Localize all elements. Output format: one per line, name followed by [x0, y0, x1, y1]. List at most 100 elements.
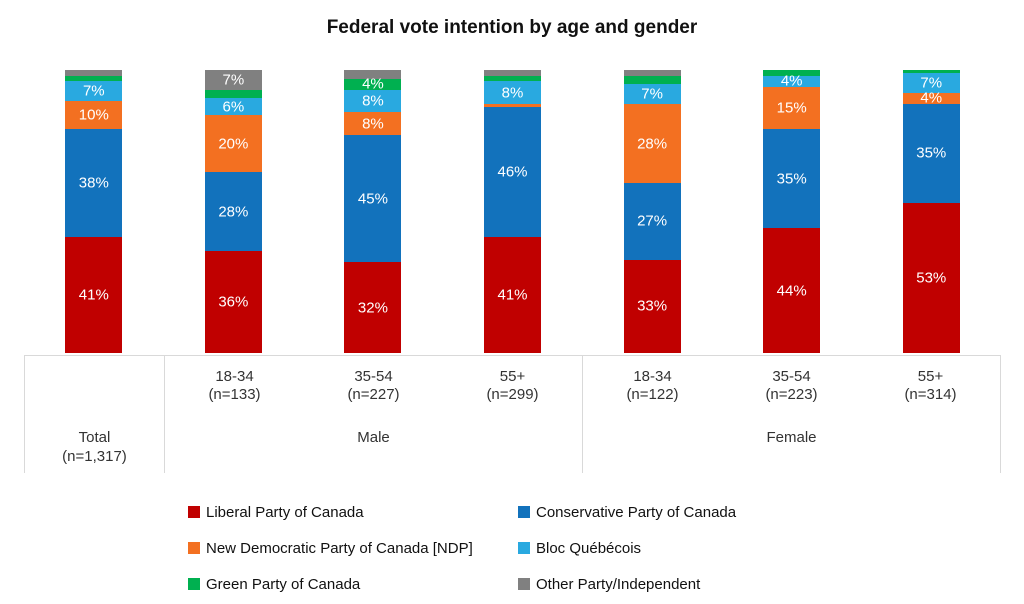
age-range-text: 35-54: [772, 368, 811, 385]
data-label: 35%: [916, 144, 947, 162]
data-label: 8%: [362, 92, 384, 110]
data-label: 6%: [222, 98, 245, 116]
bar-column: 53% 35% 4% 7%: [861, 70, 1001, 353]
stacked-bar: 32% 45% 8% 8% 4%: [344, 70, 402, 353]
bar-segment: [65, 70, 123, 76]
legend-item: Bloc Québécois: [518, 540, 736, 557]
legend-item: Liberal Party of Canada: [188, 504, 518, 521]
data-label: 4%: [780, 72, 803, 90]
plot-area: 41% 38% 10% 7% 36% 28% 20% 6% 7% 32% 45% 8% 8% 4% 41% 4…: [24, 70, 1001, 353]
bar-segment: 8%: [344, 89, 402, 113]
bar-segment: 44%: [763, 228, 821, 353]
legend-color-swatch: [518, 578, 530, 590]
data-label: 38%: [78, 174, 109, 192]
bar-segment: [623, 75, 681, 85]
sample-size-text: (n=314): [904, 386, 957, 403]
group-label-line: Male: [357, 429, 390, 446]
legend-label: Bloc Québécois: [536, 539, 642, 557]
bar-column: 33% 27% 28% 7%: [582, 70, 722, 353]
data-label: 28%: [637, 135, 668, 153]
data-label: 27%: [637, 212, 668, 230]
data-label: 8%: [501, 84, 524, 102]
age-range-text: 18-34: [633, 368, 672, 385]
bar-segment: [204, 89, 262, 99]
data-label: 4%: [362, 75, 384, 93]
age-tick-label: 55+ (n=299): [443, 368, 582, 404]
legend: Liberal Party of Canada Conservative Part…: [188, 494, 736, 602]
bar-segment: 41%: [484, 236, 542, 353]
bar-segment: [484, 103, 542, 107]
legend-item: New Democratic Party of Canada [NDP]: [188, 540, 518, 557]
bar-segment: 4%: [344, 77, 402, 92]
bar-segment: 7%: [65, 81, 123, 102]
bar-segment: 28%: [204, 171, 262, 252]
bar-segment: 32%: [344, 262, 402, 353]
age-tick-label: 35-54 (n=227): [304, 368, 443, 404]
axis-group: 18-34 (n=122) 35-54 (n=223) 55+ (n=314) Female: [583, 356, 1001, 473]
data-label: 7%: [920, 74, 943, 92]
data-label: 45%: [357, 190, 388, 208]
legend-color-swatch: [188, 542, 200, 554]
age-label-row: 18-34 (n=122) 35-54 (n=223) 55+ (n=314): [583, 356, 1000, 404]
group-label-line: Female: [766, 429, 817, 446]
data-label: 46%: [497, 163, 528, 181]
bar-segment: 8%: [484, 81, 542, 104]
data-label: 28%: [218, 203, 249, 220]
bar-segment: 45%: [344, 135, 402, 263]
group-label-line: (n=1,317): [62, 448, 127, 465]
stacked-bar: 53% 35% 4% 7%: [902, 70, 960, 353]
data-label: 4%: [920, 89, 943, 107]
bar-segment: 7%: [204, 70, 262, 90]
legend-color-swatch: [518, 542, 530, 554]
data-label: 8%: [362, 115, 384, 133]
group-label-line: Total: [78, 429, 111, 446]
axis-group: Total (n=1,317): [25, 356, 165, 473]
data-label: 44%: [776, 282, 807, 300]
bar-column: 44% 35% 15% 4%: [722, 70, 862, 353]
legend-item: Green Party of Canada: [188, 576, 518, 593]
age-range-text: 35-54: [354, 368, 393, 385]
bar-segment: [902, 70, 960, 73]
data-label: 7%: [82, 82, 105, 100]
bar-segment: [484, 70, 542, 76]
sample-size-text: (n=122): [626, 386, 679, 403]
data-label: 20%: [218, 135, 249, 153]
bar-segment: 36%: [204, 251, 262, 353]
bar-segment: [763, 70, 821, 76]
age-range-text: 18-34: [215, 368, 254, 385]
stacked-bar: 44% 35% 15% 4%: [763, 70, 821, 353]
bar-segment: 7%: [902, 72, 960, 93]
age-label-row: [25, 356, 164, 368]
age-range-text: 55+: [499, 368, 526, 385]
sample-size-text: (n=223): [765, 386, 818, 403]
bar-segment: [623, 70, 681, 76]
sample-size-text: (n=133): [208, 386, 261, 403]
data-label: 41%: [497, 286, 528, 304]
bar-segment: [484, 75, 542, 82]
legend-label: Green Party of Canada: [206, 575, 361, 593]
legend-label: Other Party/Independent: [536, 575, 701, 593]
stacked-bar: 41% 38% 10% 7%: [65, 70, 123, 353]
data-label: 35%: [776, 170, 807, 188]
age-tick-label: 18-34 (n=122): [583, 368, 722, 404]
bar-segment: 4%: [902, 91, 960, 106]
age-label-row: 18-34 (n=133) 35-54 (n=227) 55+ (n=299): [165, 356, 582, 404]
data-label: 53%: [916, 269, 947, 287]
bar-column: 41% 38% 10% 7%: [24, 70, 164, 353]
legend-label: Conservative Party of Canada: [536, 503, 737, 521]
group-tick-label: Female: [583, 428, 1000, 447]
data-label: 41%: [78, 286, 109, 304]
bar-segment: [344, 70, 402, 79]
category-axis: Total (n=1,317) 18-34 (n=133) 35-54 (n=227) 55…: [24, 355, 1001, 473]
bar-segment: 53%: [902, 203, 960, 353]
group-tick-label: Total (n=1,317): [25, 428, 164, 466]
data-label: 7%: [641, 85, 663, 103]
age-tick-label: 35-54 (n=223): [722, 368, 861, 404]
data-label: 15%: [776, 99, 807, 117]
sample-size-text: (n=227): [347, 386, 400, 403]
bar-segment: 7%: [623, 84, 681, 104]
sample-size-text: (n=299): [486, 386, 539, 403]
data-label: 36%: [218, 293, 249, 311]
bar-segment: 10%: [65, 101, 123, 130]
